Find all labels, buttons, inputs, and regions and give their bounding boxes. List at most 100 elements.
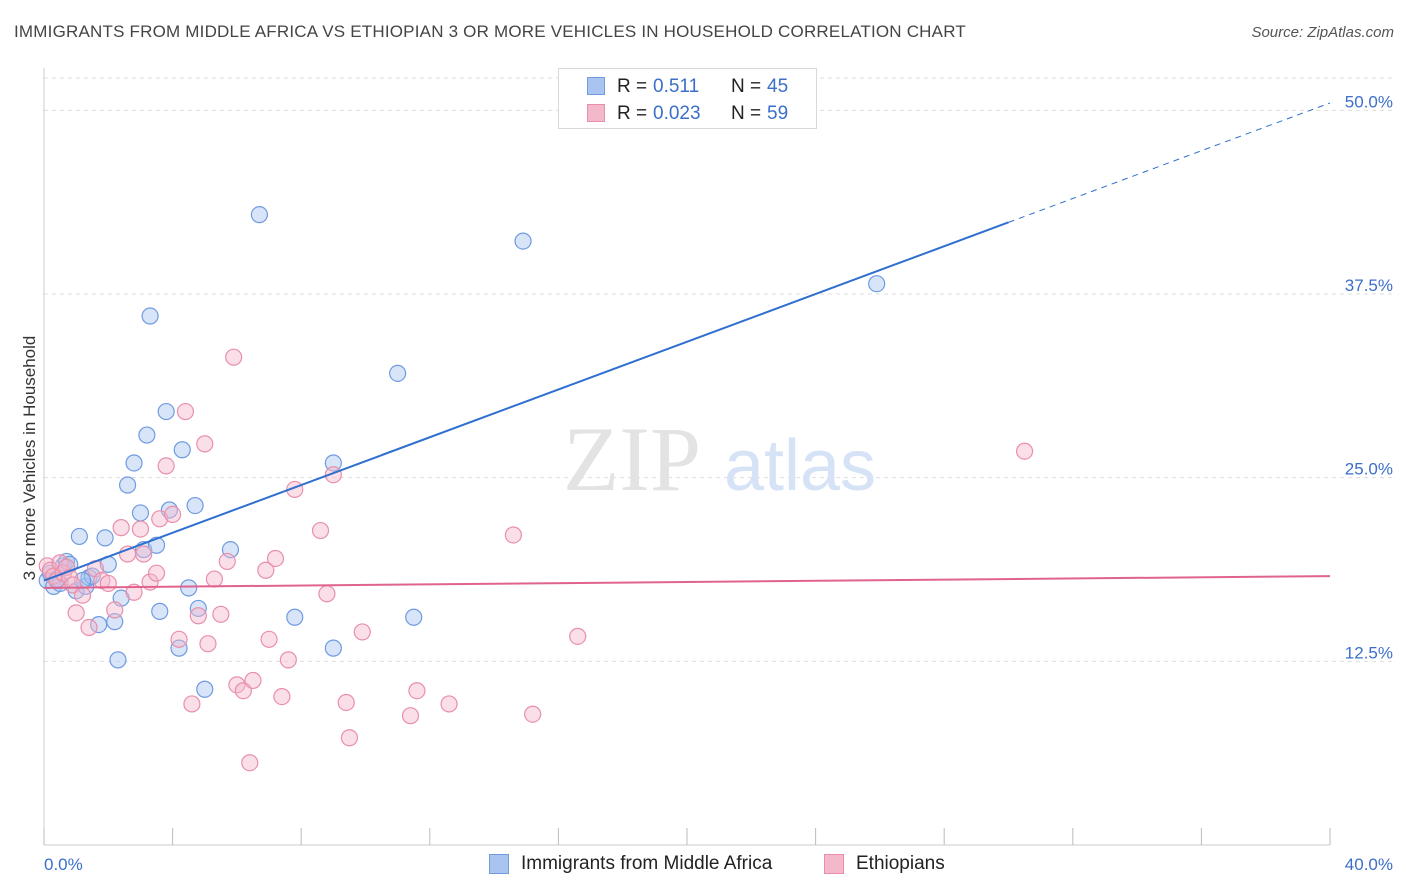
legend-row-blue: R = 0.511 N = 45: [559, 74, 816, 100]
middle-africa-point: [514, 232, 532, 250]
ethiopian-point: [147, 564, 166, 582]
middle-africa-trendline-extension: [1008, 102, 1331, 223]
middle-africa-point: [118, 476, 137, 494]
ethiopian-point: [241, 754, 259, 772]
ethiopian-point: [260, 630, 278, 648]
ethiopian-point: [318, 585, 336, 603]
middle-africa-point: [868, 275, 886, 293]
middle-africa-point: [189, 599, 207, 618]
middle-africa-point: [180, 579, 198, 597]
legend-n-label: N =: [731, 103, 762, 124]
ethiopian-point: [125, 583, 143, 601]
ethiopian-point: [205, 570, 223, 588]
ethiopian-point: [569, 627, 587, 645]
series-legend-label: Immigrants from Middle Africa: [521, 853, 773, 874]
middle-africa-point: [131, 504, 150, 522]
middle-africa-point: [70, 527, 88, 546]
ethiopian-trendline: [43, 575, 1331, 589]
ethiopian-point: [353, 623, 371, 641]
ethiopian-point: [106, 601, 124, 619]
legend-n-value: 45: [767, 76, 789, 97]
ethiopian-point: [151, 510, 169, 528]
source-label: Source: ZipAtlas.com: [1251, 24, 1394, 41]
legend-r-value: 0.023: [653, 103, 701, 124]
legend-n-label: N =: [731, 76, 762, 97]
points-layer: [38, 206, 1034, 772]
ethiopian-point: [196, 435, 214, 453]
middle-africa-point: [109, 651, 127, 669]
y-tick-label: 37.5%: [1345, 276, 1393, 295]
correlation-legend: R = 0.511 N = 45 R = 0.023 N = 59: [558, 68, 817, 129]
axis-layer: 12.5% 25.0% 37.5% 50.0% 0.0% 40.0%: [43, 68, 1393, 874]
series-legend-label: Ethiopians: [856, 853, 945, 874]
legend-r-value: 0.511: [653, 76, 700, 97]
ethiopian-point: [99, 574, 117, 593]
ethiopian-point: [340, 729, 359, 747]
middle-africa-point: [73, 571, 92, 590]
middle-africa-point: [405, 608, 423, 626]
middle-africa-point: [96, 529, 114, 547]
middle-africa-point: [196, 680, 214, 698]
legend-swatch-blue: [587, 77, 605, 95]
ethiopian-point: [337, 693, 355, 712]
ethiopian-point: [244, 671, 262, 690]
ethiopian-point: [176, 402, 195, 421]
ethiopian-point: [80, 618, 98, 637]
series-swatch-blue: [489, 854, 509, 874]
watermark-zip: ZIP: [563, 408, 701, 510]
middle-africa-point: [157, 402, 175, 421]
middle-africa-point: [186, 496, 204, 515]
legend-r-label: R =: [617, 76, 648, 97]
ethiopian-point: [131, 520, 150, 538]
ethiopian-point: [228, 676, 246, 694]
series-swatch-pink: [824, 854, 844, 874]
ethiopian-point: [524, 705, 542, 723]
middle-africa-point: [141, 307, 159, 325]
ethiopian-point: [401, 707, 420, 725]
ethiopian-point: [218, 552, 236, 571]
ethiopian-point: [1015, 442, 1034, 460]
legend-r-label: R =: [617, 103, 648, 124]
middle-africa-point: [286, 608, 304, 626]
middle-africa-point: [106, 613, 124, 631]
ethiopian-point: [135, 545, 153, 563]
ethiopian-point: [189, 607, 207, 625]
watermark-atlas: atlas: [724, 426, 876, 506]
ethiopian-point: [157, 457, 175, 475]
middle-africa-point: [125, 454, 143, 472]
ethiopian-point: [279, 651, 297, 669]
legend-swatch-pink: [587, 104, 605, 122]
middle-africa-trendline: [43, 221, 1009, 582]
ethiopian-point: [112, 519, 130, 537]
ethiopian-point: [408, 682, 426, 700]
middle-africa-point: [324, 454, 342, 472]
ethiopian-point: [183, 695, 201, 713]
ethiopian-point: [199, 635, 217, 653]
ethiopian-point: [504, 526, 522, 544]
x-tick-label: 40.0%: [1345, 855, 1393, 874]
ethiopian-point: [225, 348, 243, 366]
middle-africa-point: [151, 602, 169, 620]
ethiopian-point: [257, 561, 275, 579]
legend-row-pink: R = 0.023 N = 59: [559, 101, 816, 127]
ethiopian-point: [273, 687, 291, 706]
chart-title: IMMIGRANTS FROM MIDDLE AFRICA VS ETHIOPI…: [14, 22, 966, 41]
ethiopian-point: [440, 695, 458, 713]
grid-layer: [44, 77, 1392, 662]
y-tick-label: 50.0%: [1345, 92, 1393, 111]
y-tick-label: 25.0%: [1345, 460, 1393, 479]
ethiopian-point: [311, 521, 330, 540]
middle-africa-point: [138, 426, 156, 444]
legend-n-value: 59: [767, 103, 789, 124]
ethiopian-point: [164, 505, 182, 523]
ethiopian-point: [212, 605, 230, 623]
trend-layer: [43, 102, 1331, 589]
x-tick-label: 0.0%: [44, 855, 83, 874]
middle-africa-point: [250, 206, 269, 224]
middle-africa-point: [389, 364, 407, 382]
ethiopian-point: [170, 630, 188, 648]
series-legend: Immigrants from Middle Africa Ethiopians: [0, 851, 1406, 879]
ethiopian-point: [73, 586, 92, 604]
y-tick-label: 12.5%: [1345, 643, 1393, 662]
